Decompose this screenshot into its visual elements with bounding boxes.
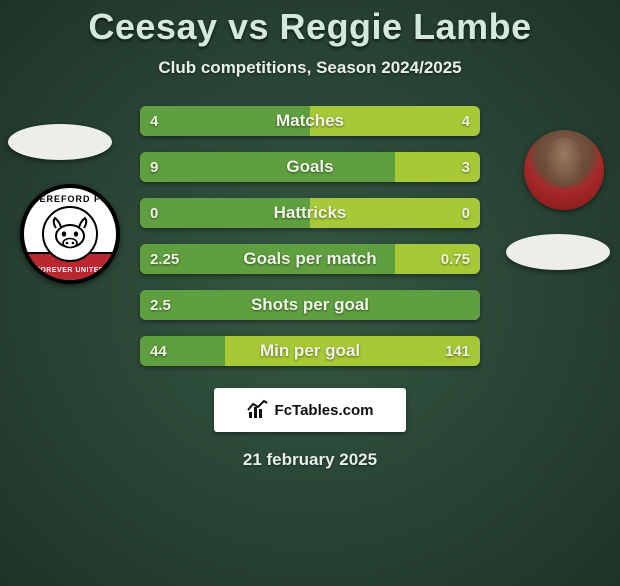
fctables-logo-icon bbox=[247, 399, 269, 421]
bull-icon bbox=[42, 206, 98, 262]
stat-bar: 44 Min per goal 141 bbox=[140, 336, 480, 366]
stat-right-value: 141 bbox=[445, 343, 470, 360]
credit-text: FcTables.com bbox=[275, 402, 374, 419]
stat-left-value: 2.5 bbox=[150, 297, 171, 314]
credit-box[interactable]: FcTables.com bbox=[214, 388, 406, 432]
stat-bar: 4 Matches 4 bbox=[140, 106, 480, 136]
stat-left-value: 4 bbox=[150, 113, 158, 130]
stat-label: Hattricks bbox=[274, 203, 347, 223]
stat-left-value: 2.25 bbox=[150, 251, 179, 268]
stat-label: Matches bbox=[276, 111, 344, 131]
stat-right-value: 0 bbox=[462, 205, 470, 222]
stat-left-value: 0 bbox=[150, 205, 158, 222]
stats-area: 4 Matches 4 9 Goals 3 0 Hattricks 0 2.25 Goals per… bbox=[140, 106, 480, 366]
page-title: Ceesay vs Reggie Lambe bbox=[0, 6, 620, 48]
stat-left-value: 9 bbox=[150, 159, 158, 176]
right-club-badge-placeholder bbox=[506, 234, 610, 270]
left-club-badge: HEREFORD FC FOREVER UNITED bbox=[20, 184, 120, 284]
stat-right-value: 4 bbox=[462, 113, 470, 130]
right-player-photo bbox=[524, 130, 604, 210]
stat-right-value: 3 bbox=[462, 159, 470, 176]
stat-bar: 2.25 Goals per match 0.75 bbox=[140, 244, 480, 274]
stat-bar: 0 Hattricks 0 bbox=[140, 198, 480, 228]
stat-bar-left-segment bbox=[140, 152, 395, 182]
date-line: 21 february 2025 bbox=[0, 450, 620, 470]
stat-bar: 9 Goals 3 bbox=[140, 152, 480, 182]
club-name-top: HEREFORD FC bbox=[24, 194, 116, 204]
subtitle: Club competitions, Season 2024/2025 bbox=[0, 58, 620, 78]
stat-label: Min per goal bbox=[260, 341, 360, 361]
stat-bar: 2.5 Shots per goal bbox=[140, 290, 480, 320]
left-player-photo-placeholder bbox=[8, 124, 112, 160]
stat-right-value: 0.75 bbox=[441, 251, 470, 268]
stat-label: Shots per goal bbox=[251, 295, 369, 315]
stat-label: Goals bbox=[286, 157, 333, 177]
stat-label: Goals per match bbox=[243, 249, 376, 269]
stat-left-value: 44 bbox=[150, 343, 167, 360]
club-banner-text: FOREVER UNITED bbox=[24, 267, 116, 274]
